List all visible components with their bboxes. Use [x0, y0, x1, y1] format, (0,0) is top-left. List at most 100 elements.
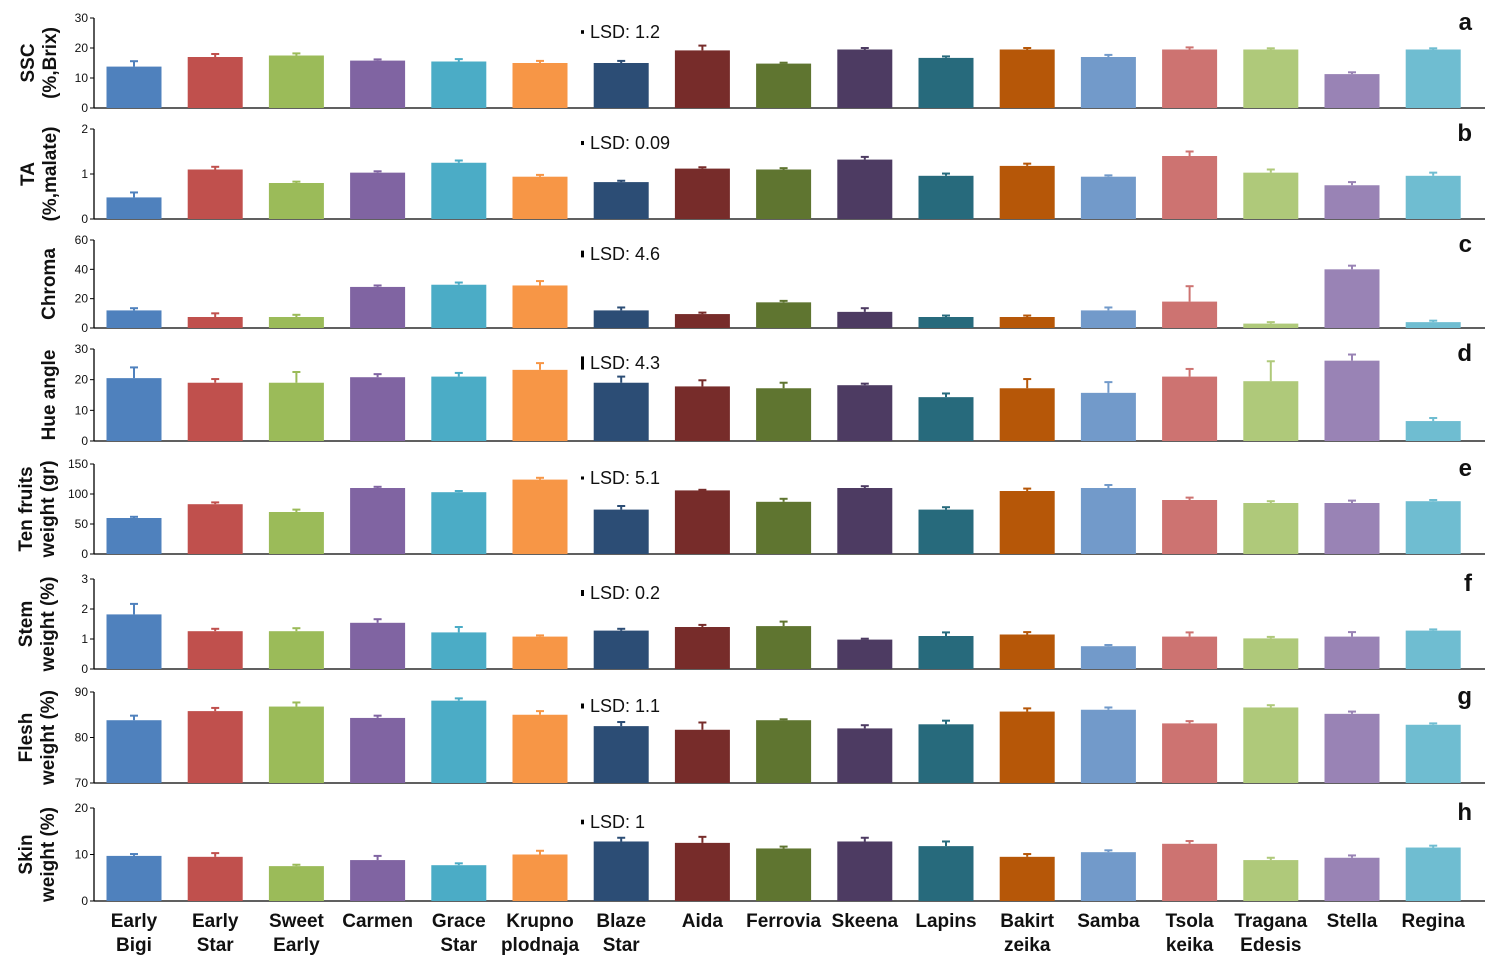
bar	[1243, 860, 1299, 901]
bar	[918, 397, 974, 441]
bar	[756, 720, 812, 783]
bar	[187, 317, 243, 328]
bar	[106, 197, 162, 219]
y-axis-label-line: Ten fruits	[16, 466, 37, 551]
bar	[674, 314, 730, 328]
bar	[106, 310, 162, 328]
y-axis-label-line: weight (%)	[38, 807, 59, 903]
bar	[350, 377, 406, 441]
bar	[999, 317, 1055, 328]
y-axis-label: SSC(%,Brix)	[18, 27, 61, 99]
lsd-marker	[581, 476, 584, 480]
x-category-label: Ferrovia	[746, 911, 821, 932]
bar	[350, 717, 406, 783]
bar	[999, 388, 1055, 441]
bar	[431, 492, 487, 554]
x-category-label-line: Bigi	[116, 935, 152, 956]
lsd-label: LSD: 1	[590, 812, 645, 832]
bar	[837, 159, 893, 219]
x-category-label-line: Lapins	[915, 911, 976, 932]
bar	[512, 636, 568, 669]
x-category-label-line: Stella	[1327, 911, 1378, 932]
bar	[187, 711, 243, 783]
bar	[1324, 360, 1380, 441]
bar	[999, 711, 1055, 783]
x-category-label: Early Star	[192, 911, 239, 956]
bar	[512, 479, 568, 554]
bar	[187, 57, 243, 108]
panel-e: 0 50 100 150 Ten fruitsweight (gr) LSD: 5.1 e	[16, 455, 1485, 561]
panel-letter: b	[1457, 120, 1472, 147]
x-category-label-line: Tsola	[1165, 911, 1214, 932]
y-axis-label-line: SSC	[18, 43, 39, 82]
bar	[1243, 323, 1299, 328]
bar	[1324, 185, 1380, 219]
bar	[512, 176, 568, 219]
y-tick-label: 2	[81, 122, 88, 136]
bar	[593, 310, 649, 328]
bar	[999, 491, 1055, 554]
bar	[918, 724, 974, 783]
bar	[1162, 376, 1218, 441]
x-category-label: Krupno plodnaja	[501, 911, 580, 956]
y-tick-label: 60	[75, 233, 89, 247]
y-tick-label: 50	[75, 517, 89, 531]
bar	[268, 183, 324, 219]
x-category-label-line: Ferrovia	[746, 911, 821, 932]
lsd-label: LSD: 1.2	[590, 22, 660, 42]
x-category-label-line: Bakirt	[1000, 911, 1055, 932]
x-category-label-line: Sweet	[269, 911, 325, 932]
y-axis-label: TA(%,malate)	[18, 126, 61, 221]
x-category-label: Aida	[682, 911, 724, 932]
bar	[1405, 501, 1461, 554]
x-category-label-line: Early	[192, 911, 239, 932]
y-tick-label: 2	[81, 602, 88, 616]
bar	[674, 490, 730, 554]
bar	[918, 175, 974, 219]
y-axis-label: Ten fruitsweight (gr)	[16, 460, 59, 558]
y-tick-label: 0	[81, 434, 88, 448]
lsd-label: LSD: 0.09	[590, 133, 670, 153]
lsd-marker	[581, 30, 584, 34]
x-category-label: Regina	[1402, 911, 1466, 932]
y-tick-label: 150	[68, 457, 88, 471]
x-category-label: Tsola keika	[1165, 911, 1214, 956]
bar	[431, 284, 487, 328]
bar	[1405, 724, 1461, 783]
bar	[106, 66, 162, 108]
bar	[837, 385, 893, 441]
bar	[1080, 709, 1136, 783]
bar	[268, 512, 324, 554]
y-axis-label-line: weight (%)	[38, 577, 59, 673]
bar	[187, 169, 243, 219]
lsd-marker	[581, 140, 584, 146]
bar	[350, 488, 406, 554]
bar	[268, 382, 324, 441]
y-axis-label: Chroma	[39, 248, 60, 320]
y-axis-label-line: Skin	[16, 834, 37, 874]
bar	[1405, 421, 1461, 441]
bar	[1162, 500, 1218, 554]
x-category-label-line: Aida	[682, 911, 724, 932]
bar	[593, 382, 649, 441]
bar	[1162, 301, 1218, 328]
lsd-marker	[581, 356, 584, 370]
bar	[268, 866, 324, 901]
bar	[431, 61, 487, 108]
bar	[431, 632, 487, 669]
y-tick-label: 20	[75, 41, 89, 55]
bar	[837, 49, 893, 108]
bar	[1243, 638, 1299, 669]
bar	[756, 388, 812, 441]
bar	[1162, 723, 1218, 783]
bar	[350, 60, 406, 108]
x-category-label-line: Star	[603, 935, 641, 956]
y-axis-label-line: Chroma	[39, 248, 60, 320]
bar	[187, 382, 243, 441]
bar	[1162, 636, 1218, 669]
bar	[1080, 176, 1136, 219]
bar	[756, 848, 812, 901]
bar	[350, 286, 406, 328]
bar	[1080, 646, 1136, 669]
x-category-label: Samba	[1077, 911, 1140, 932]
